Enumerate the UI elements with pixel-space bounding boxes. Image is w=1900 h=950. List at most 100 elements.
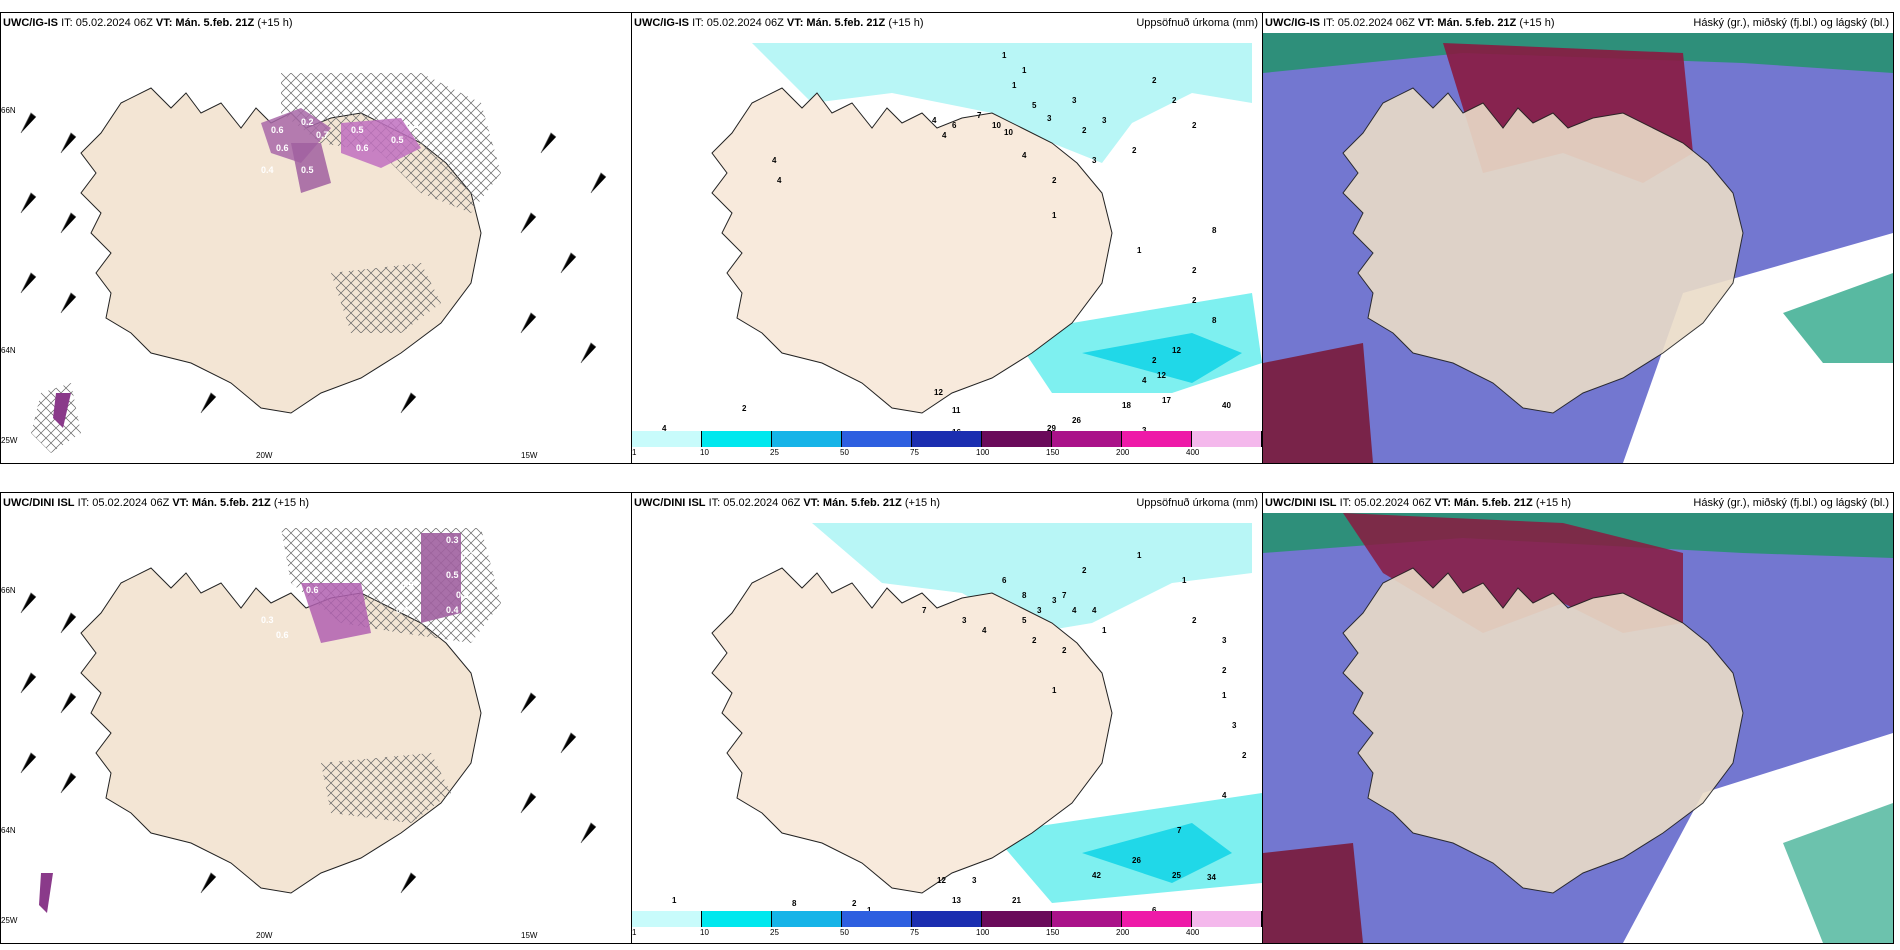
svg-text:8: 8 (1022, 591, 1027, 600)
svg-text:12: 12 (1157, 371, 1166, 380)
svg-text:66N: 66N (1, 586, 16, 595)
svg-text:0.6: 0.6 (276, 143, 289, 153)
svg-text:25W: 25W (1, 436, 18, 445)
svg-text:1: 1 (1002, 51, 1007, 60)
panel-header: UWC/IG-IS IT: 05.02.2024 06Z VT: Mán. 5.… (1263, 13, 1893, 33)
svg-text:0.4: 0.4 (261, 165, 274, 175)
panel-wind-cloud-top: UWC/IG-IS IT: 05.02.2024 06Z VT: Mán. 5.… (0, 12, 632, 464)
svg-text:0.2: 0.2 (301, 117, 314, 127)
cloudcover-map[interactable] (1263, 513, 1893, 943)
svg-text:42: 42 (1092, 871, 1101, 880)
wind-barbs (20, 112, 607, 414)
svg-text:26: 26 (1072, 416, 1081, 425)
panel-header: UWC/DINI ISL IT: 05.02.2024 06Z VT: Mán.… (1263, 493, 1893, 513)
svg-text:40: 40 (1222, 401, 1231, 410)
svg-text:8: 8 (792, 899, 797, 908)
cloudcover-map[interactable] (1263, 33, 1893, 463)
panel-cloudcover-bottom: UWC/DINI ISL IT: 05.02.2024 06Z VT: Mán.… (1262, 492, 1894, 944)
svg-text:0.6: 0.6 (356, 143, 369, 153)
svg-text:2: 2 (1152, 356, 1157, 365)
svg-text:6: 6 (1152, 906, 1157, 915)
panel-wind-cloud-bottom: UWC/DINI ISL IT: 05.02.2024 06Z VT: Mán.… (0, 492, 632, 944)
svg-text:7: 7 (977, 111, 982, 120)
svg-text:0.3: 0.3 (461, 550, 474, 560)
panel-header: UWC/DINI ISL IT: 05.02.2024 06Z VT: Mán.… (632, 493, 1262, 513)
svg-text:3: 3 (962, 616, 967, 625)
svg-text:1: 1 (1222, 691, 1227, 700)
svg-text:2: 2 (1192, 266, 1197, 275)
precip-map[interactable]: 1 2 3 4 5 6 7 8 4 7 3 4 3 2 2 1 1 1 2 3 … (632, 513, 1262, 918)
svg-text:12: 12 (1172, 346, 1181, 355)
svg-text:1: 1 (1137, 551, 1142, 560)
svg-text:13: 13 (952, 896, 961, 905)
svg-text:0.6: 0.6 (276, 630, 289, 640)
svg-text:0.6: 0.6 (306, 585, 319, 595)
svg-text:34: 34 (1207, 873, 1216, 882)
svg-text:6: 6 (1002, 576, 1007, 585)
svg-text:0.3: 0.3 (261, 615, 274, 625)
panel-header: UWC/IG-IS IT: 05.02.2024 06Z VT: Mán. 5.… (632, 13, 1262, 33)
svg-text:3: 3 (1037, 606, 1042, 615)
svg-text:4: 4 (777, 176, 782, 185)
panel-cloudcover-top: UWC/IG-IS IT: 05.02.2024 06Z VT: Mán. 5.… (1262, 12, 1894, 464)
svg-text:15W: 15W (521, 931, 538, 940)
svg-text:4: 4 (772, 156, 777, 165)
svg-text:3: 3 (1047, 114, 1052, 123)
svg-text:1: 1 (1137, 246, 1142, 255)
svg-text:26: 26 (1132, 856, 1141, 865)
svg-text:3: 3 (1052, 596, 1057, 605)
svg-text:0.6: 0.6 (271, 125, 284, 135)
colorbar: 1 10 25 50 75 100 150 200 400 (632, 911, 1262, 939)
svg-text:1: 1 (1022, 66, 1027, 75)
svg-text:0.5: 0.5 (446, 570, 459, 580)
precip-map[interactable]: 1 1 1 2 2 2 2 3 3 4 4 4 4 6 8 7 10 10 5 … (632, 33, 1262, 438)
precip-value-labels: 1 2 3 4 5 6 7 8 4 7 3 4 3 2 2 1 1 1 2 3 … (672, 551, 1247, 915)
svg-text:7: 7 (922, 606, 927, 615)
wind-barbs (20, 592, 597, 894)
svg-text:20W: 20W (256, 931, 273, 940)
svg-text:2: 2 (1192, 296, 1197, 305)
svg-text:66N: 66N (1, 106, 16, 115)
svg-text:20W: 20W (256, 451, 273, 460)
svg-text:6: 6 (952, 121, 957, 130)
wind-cloud-map[interactable]: 0.6 0.2 0.5 0.5 0.6 0.7 0.6 0.5 0.4 0.3 … (1, 33, 631, 463)
svg-text:25: 25 (1172, 871, 1181, 880)
svg-text:4: 4 (1142, 376, 1147, 385)
svg-text:11: 11 (952, 406, 961, 415)
svg-text:3: 3 (972, 876, 977, 885)
svg-text:3: 3 (1072, 96, 1077, 105)
svg-text:12: 12 (934, 388, 943, 397)
svg-text:4: 4 (932, 116, 937, 125)
svg-text:0.5: 0.5 (456, 590, 469, 600)
svg-text:2: 2 (1192, 121, 1197, 130)
svg-text:64N: 64N (1, 346, 16, 355)
svg-text:2: 2 (1172, 96, 1177, 105)
svg-text:2: 2 (1082, 126, 1087, 135)
svg-text:4: 4 (662, 424, 667, 433)
svg-text:0.5: 0.5 (301, 165, 314, 175)
svg-text:2: 2 (1052, 176, 1057, 185)
svg-text:3: 3 (1232, 721, 1237, 730)
svg-text:8: 8 (1212, 226, 1217, 235)
svg-text:2: 2 (852, 899, 857, 908)
svg-text:0.4: 0.4 (446, 605, 459, 615)
panel-header: UWC/IG-IS IT: 05.02.2024 06Z VT: Mán. 5.… (1, 13, 631, 33)
wind-cloud-map[interactable]: 0.3 0.3 0.5 0.6 0.5 0.4 0.5 0.3 0.6 0.4 … (1, 513, 631, 943)
panel-header: UWC/DINI ISL IT: 05.02.2024 06Z VT: Mán.… (1, 493, 631, 513)
svg-text:17: 17 (1162, 396, 1171, 405)
cloud-value-labels: 0.6 0.2 0.5 0.5 0.6 0.7 0.6 0.5 0.4 0.3 (261, 117, 419, 175)
svg-text:2: 2 (1082, 566, 1087, 575)
svg-text:8: 8 (1212, 316, 1217, 325)
svg-text:1: 1 (1012, 81, 1017, 90)
svg-text:0.5: 0.5 (391, 135, 404, 145)
svg-text:4: 4 (1072, 606, 1077, 615)
svg-text:0.5: 0.5 (351, 125, 364, 135)
svg-text:4: 4 (982, 626, 987, 635)
colorbar: 1 10 25 50 75 100 150 200 400 (632, 431, 1262, 459)
svg-text:15W: 15W (521, 451, 538, 460)
svg-text:0.5: 0.5 (401, 580, 414, 590)
svg-text:2: 2 (1192, 616, 1197, 625)
svg-text:21: 21 (1012, 896, 1021, 905)
svg-text:10: 10 (1004, 128, 1013, 137)
svg-text:1: 1 (1052, 686, 1057, 695)
